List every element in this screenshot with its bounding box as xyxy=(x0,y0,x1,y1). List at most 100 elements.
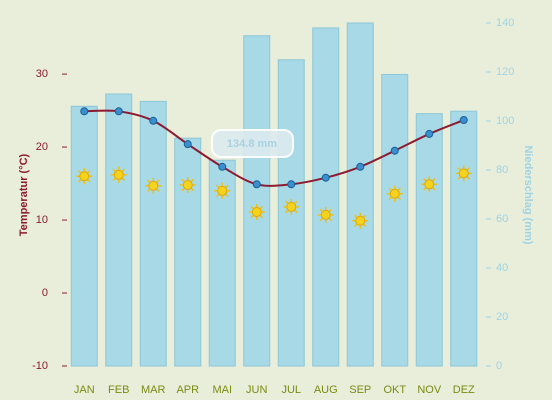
sun-disc xyxy=(320,209,331,220)
sun-icon xyxy=(421,176,438,193)
sun-ray xyxy=(112,168,116,172)
sun-ray xyxy=(354,214,358,218)
sun-ray xyxy=(388,196,392,200)
bar xyxy=(174,137,202,367)
sun-ray xyxy=(156,188,160,192)
temperature-point xyxy=(459,116,468,125)
sun-ray xyxy=(250,215,254,219)
sun-ray xyxy=(259,215,263,219)
sun-ray xyxy=(250,205,254,210)
bar xyxy=(105,93,133,367)
x-tick-label: MAR xyxy=(141,384,166,396)
sun-disc xyxy=(286,201,297,212)
bar xyxy=(139,100,167,367)
x-tick-label: MAI xyxy=(212,384,232,396)
sun-ray xyxy=(319,208,323,212)
sun-ray xyxy=(466,176,470,180)
sun-ray xyxy=(181,178,185,183)
x-tick-label: NOV xyxy=(417,384,442,396)
sun-ray xyxy=(147,179,151,183)
x-tick-label: FEB xyxy=(108,384,129,396)
sun-ray xyxy=(457,176,461,180)
bar xyxy=(208,159,236,367)
x-tick-label: JUN xyxy=(246,384,267,396)
sun-ray xyxy=(87,170,91,174)
y2-tick-label: 120 xyxy=(496,66,514,78)
tooltip-box xyxy=(211,129,294,158)
bar xyxy=(243,35,271,367)
sun-ray xyxy=(328,217,332,222)
y-tick-label: 30 xyxy=(36,68,48,80)
sun-ray xyxy=(78,179,82,183)
sun-icon xyxy=(455,165,472,182)
sun-ray xyxy=(363,214,367,218)
sun-ray xyxy=(432,187,436,191)
y2-tick-label: 20 xyxy=(496,311,508,323)
sun-ray xyxy=(121,168,125,172)
sun-disc xyxy=(355,215,366,226)
sun-ray xyxy=(225,184,229,188)
sun-disc xyxy=(424,179,435,190)
x-tick-label: OKT xyxy=(383,384,406,396)
sun-ray xyxy=(147,188,151,192)
y-tick-label: 10 xyxy=(36,214,48,226)
sun-disc xyxy=(79,171,90,182)
sun-ray xyxy=(156,179,160,183)
sun-ray xyxy=(388,187,392,191)
temperature-point xyxy=(252,180,261,189)
sun-disc xyxy=(148,180,159,191)
sun-ray xyxy=(225,193,229,198)
temperature-point xyxy=(218,162,227,171)
sun-ray xyxy=(363,223,367,227)
sun-ray xyxy=(457,167,461,171)
sun-disc xyxy=(458,168,469,179)
sun-ray xyxy=(319,217,323,222)
y2-tick-label: 140 xyxy=(496,17,514,29)
temperature-point xyxy=(321,173,330,182)
x-tick-label: APR xyxy=(176,384,199,396)
sun-ray xyxy=(259,205,263,210)
bar xyxy=(312,27,340,367)
sun-ray xyxy=(181,188,185,192)
bar xyxy=(415,113,443,367)
sun-icon xyxy=(179,177,196,194)
sun-ray xyxy=(397,187,401,191)
x-tick-label: JAN xyxy=(74,384,95,396)
sun-ray xyxy=(294,200,298,204)
sun-ray xyxy=(121,177,125,181)
sun-ray xyxy=(216,184,220,188)
sun-ray xyxy=(190,188,194,192)
y2-tick-label: 0 xyxy=(496,360,502,372)
sun-ray xyxy=(432,178,436,182)
sun-disc xyxy=(217,185,228,196)
temperature-point xyxy=(390,146,399,155)
tooltip-text: 134.8 mm xyxy=(227,138,277,150)
sun-disc xyxy=(113,169,124,180)
sun-disc xyxy=(251,207,262,218)
sun-icon xyxy=(352,212,369,229)
temperature-point xyxy=(287,180,296,189)
sun-icon xyxy=(110,166,127,183)
sun-ray xyxy=(466,167,470,171)
tooltip: 134.8 mm xyxy=(211,129,294,158)
sun-ray xyxy=(423,187,427,191)
sun-ray xyxy=(328,208,332,212)
temperature-point xyxy=(114,107,123,116)
sun-ray xyxy=(87,179,91,183)
y-tick-label: 20 xyxy=(36,141,48,153)
y2-tick-label: 100 xyxy=(496,115,514,127)
sun-icon xyxy=(248,204,265,221)
y2-axis-title: Niederschlag (mm) xyxy=(522,145,534,244)
sun-ray xyxy=(423,178,427,182)
sun-icon xyxy=(145,177,162,194)
x-tick-label: DEZ xyxy=(453,384,475,396)
temperature-point xyxy=(356,162,365,171)
x-tick-label: JUL xyxy=(281,384,301,396)
sun-ray xyxy=(294,209,298,214)
sun-ray xyxy=(397,196,401,200)
sun-disc xyxy=(389,188,400,199)
y2-tick-label: 80 xyxy=(496,164,508,176)
sun-icon xyxy=(76,168,93,185)
